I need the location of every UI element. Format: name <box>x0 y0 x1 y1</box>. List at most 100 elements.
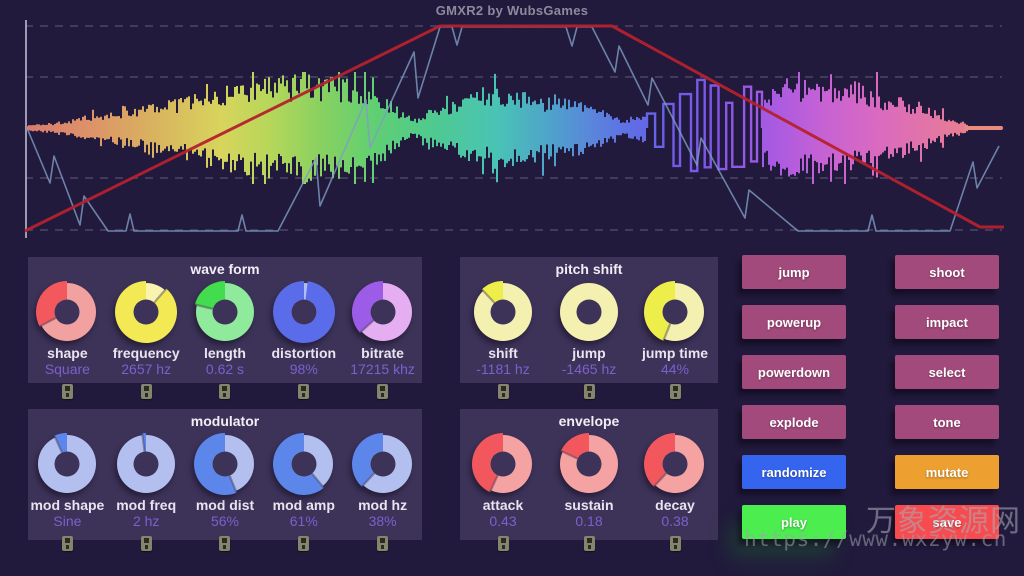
knob-label-jump-time: jump time <box>641 345 709 361</box>
mod-hz-knob[interactable] <box>349 430 417 498</box>
modulator-line <box>26 26 1000 232</box>
knob-indicator <box>360 472 375 488</box>
knob-cell-mod-dist: mod dist 56% <box>186 430 264 551</box>
knob-value-jump: -1465 hz <box>561 361 617 377</box>
shape-knob[interactable] <box>33 278 101 346</box>
knob-value-distortion: 98% <box>289 361 318 377</box>
jump-time-knob[interactable] <box>641 278 709 346</box>
mod-freq-knob[interactable] <box>112 430 180 498</box>
knob-hole <box>490 299 516 325</box>
knob-indicator <box>141 433 146 452</box>
knob-hole <box>490 451 516 477</box>
knob-cell-mod-freq: mod freq 2 hz <box>107 430 185 551</box>
envelope-line <box>24 24 1004 233</box>
randomize-button[interactable]: randomize <box>742 455 846 489</box>
knob-indicator <box>39 316 57 328</box>
knob-cell-mod-shape: mod shape Sine <box>28 430 106 551</box>
lock-icon[interactable] <box>669 384 681 399</box>
lock-icon[interactable] <box>61 384 73 399</box>
knob-hole <box>370 451 396 477</box>
knob-label-attack: attack <box>482 497 524 513</box>
knob-value-length: 0.62 s <box>205 361 245 377</box>
lock-icon[interactable] <box>669 536 681 551</box>
powerdown-button[interactable]: powerdown <box>742 355 846 389</box>
knob-cell-mod-amp: mod amp 61% <box>265 430 343 551</box>
knob-value-mod-shape: Sine <box>53 513 82 529</box>
mutate-button[interactable]: mutate <box>895 455 999 489</box>
mod-amp-knob[interactable] <box>270 430 338 498</box>
mod-dist-knob[interactable] <box>191 430 259 498</box>
shoot-button[interactable]: shoot <box>895 255 999 289</box>
knob-fill <box>36 281 68 327</box>
frequency-knob[interactable] <box>112 278 180 346</box>
lock-icon[interactable] <box>583 384 595 399</box>
knob-label-mod-freq: mod freq <box>116 497 177 513</box>
knob-indicator <box>153 287 168 304</box>
save-button[interactable]: save <box>895 505 999 539</box>
knob-indicator <box>194 303 214 311</box>
knob-label-sustain: sustain <box>564 497 614 513</box>
shift-knob[interactable] <box>469 278 537 346</box>
lock-icon[interactable] <box>140 384 152 399</box>
knob-cell-jump-time: jump time 44% <box>636 278 714 399</box>
lock-icon[interactable] <box>298 536 310 551</box>
length-knob[interactable] <box>191 278 259 346</box>
jump-knob[interactable] <box>555 278 623 346</box>
knob-fill <box>481 281 503 303</box>
knob-indicator <box>53 435 64 454</box>
knob-hole <box>133 299 159 325</box>
lock-icon[interactable] <box>219 384 231 399</box>
distortion-knob[interactable] <box>270 278 338 346</box>
lock-icon[interactable] <box>298 384 310 399</box>
knob-value-mod-dist: 56% <box>210 513 239 529</box>
lock-icon[interactable] <box>583 536 595 551</box>
lock-icon[interactable] <box>140 536 152 551</box>
knob-fill <box>272 281 335 343</box>
knob-row: shift -1181 hz jump -1465 hz jump time 44% <box>460 278 718 399</box>
knob-fill <box>351 281 383 333</box>
knob-value-shape: Square <box>44 361 90 377</box>
knob-value-frequency: 2657 hz <box>121 361 172 377</box>
watermark-url: https://www.wxzyw.cn <box>744 527 1007 551</box>
knob-indicator <box>310 472 325 489</box>
lock-icon[interactable] <box>497 384 509 399</box>
knob-fill <box>54 433 68 453</box>
lock-icon[interactable] <box>377 384 389 399</box>
knob-hole <box>576 451 602 477</box>
bitrate-knob[interactable] <box>349 278 417 346</box>
impact-button[interactable]: impact <box>895 305 999 339</box>
sustain-knob[interactable] <box>555 430 623 498</box>
attack-knob[interactable] <box>469 430 537 498</box>
knob-indicator <box>653 472 668 488</box>
knob-hole <box>662 299 688 325</box>
knob-label-length: length <box>203 345 246 361</box>
knob-hole <box>212 299 238 325</box>
panel-wave-form: wave form shape Square frequency 2657 hz leng… <box>28 257 422 399</box>
lock-icon[interactable] <box>219 536 231 551</box>
select-button[interactable]: select <box>895 355 999 389</box>
mod-shape-knob[interactable] <box>33 430 101 498</box>
play-button[interactable]: play <box>742 505 846 539</box>
lock-icon[interactable] <box>61 536 73 551</box>
knob-hole <box>54 299 80 325</box>
powerup-button[interactable]: powerup <box>742 305 846 339</box>
knob-fill <box>644 281 675 341</box>
decay-knob[interactable] <box>641 430 709 498</box>
jump-button[interactable]: jump <box>742 255 846 289</box>
knob-cell-frequency: frequency 2657 hz <box>107 278 185 399</box>
lock-icon[interactable] <box>497 536 509 551</box>
explode-button[interactable]: explode <box>742 405 846 439</box>
app-title: GMXR2 by WubsGames <box>435 3 589 18</box>
knob-cell-jump: jump -1465 hz <box>550 278 628 399</box>
tone-button[interactable]: tone <box>895 405 999 439</box>
knob-cell-shift: shift -1181 hz <box>464 278 542 399</box>
knob-label-shape: shape <box>47 345 88 361</box>
knob-value-mod-amp: 61% <box>289 513 318 529</box>
knob-indicator <box>481 288 496 304</box>
knob-hole <box>133 451 159 477</box>
knob-label-distortion: distortion <box>271 345 337 361</box>
lock-icon[interactable] <box>377 536 389 551</box>
knob-hole <box>576 299 602 325</box>
knob-cell-shape: shape Square <box>28 278 106 399</box>
